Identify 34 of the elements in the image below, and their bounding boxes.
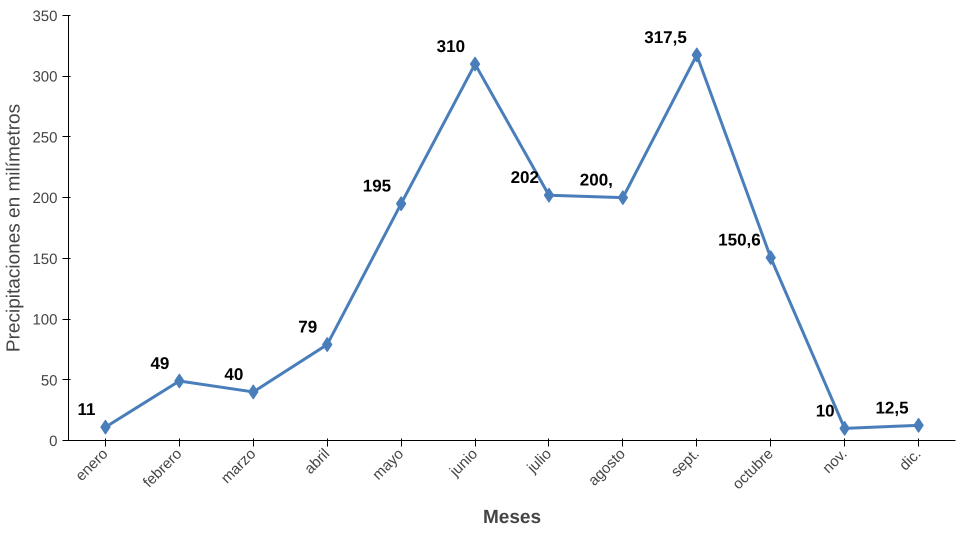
point xyxy=(174,374,185,388)
x-tick-label: sept. xyxy=(668,445,703,481)
x-tick-label: julio xyxy=(523,445,555,478)
data-label: 310 xyxy=(436,37,466,56)
data-label: 79 xyxy=(298,318,318,337)
data-label: 12,5 xyxy=(875,398,909,418)
data-label: 40 xyxy=(224,364,244,384)
x-axis-title: Meses xyxy=(482,506,542,528)
point xyxy=(839,420,850,436)
data-label: 202 xyxy=(510,168,539,188)
data-label: 200, xyxy=(580,170,613,190)
y-tick-label: 0 xyxy=(49,433,58,450)
point xyxy=(618,190,628,206)
point xyxy=(396,196,406,212)
data-label: 10 xyxy=(816,401,835,420)
point xyxy=(470,56,480,72)
y-tick-label: 200 xyxy=(32,190,58,208)
point xyxy=(100,420,111,435)
y-tick-label: 50 xyxy=(40,372,58,390)
data-label: 49 xyxy=(150,354,170,373)
data-label: 195 xyxy=(362,176,392,196)
y-tick-label: 350 xyxy=(32,8,58,25)
point xyxy=(544,188,554,203)
x-tick-label: nov. xyxy=(819,445,851,477)
data-label: 317,5 xyxy=(644,28,687,47)
data-label: 150,6 xyxy=(718,230,761,250)
x-tick-label: dic. xyxy=(896,445,925,474)
y-tick-label: 100 xyxy=(32,312,58,329)
y-tick-label: 300 xyxy=(32,68,58,86)
y-tick-label: 250 xyxy=(32,129,58,146)
y-tick-label: 150 xyxy=(32,250,58,268)
data-label: 11 xyxy=(77,400,96,420)
point xyxy=(913,418,924,433)
y-axis-title: Precipitaciones en milímetros xyxy=(3,104,24,352)
